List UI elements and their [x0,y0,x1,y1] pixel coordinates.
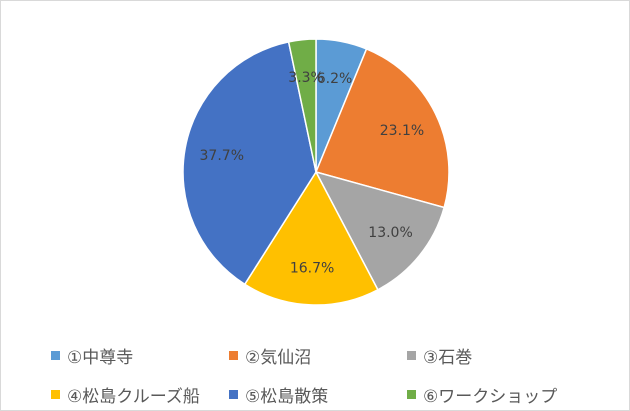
legend-swatch-5 [229,390,238,399]
pie-slice-4 [243,170,379,306]
pie-slice-5 [182,40,317,286]
legend-item-4: ④松島クルーズ船 [51,382,229,407]
pie-slice-6 [287,38,317,173]
legend-swatch-2 [229,351,238,360]
data-label-6: 3.3% [288,70,324,86]
legend: ①中尊寺 ②気仙沼 ③石巻 ④松島クルーズ船 ⑤松島散策 ⑥ワークショップ [51,343,611,407]
legend-swatch-3 [407,351,416,360]
legend-item-5: ⑤松島散策 [229,382,407,407]
legend-label-2: ②気仙沼 [245,348,312,368]
legend-label-3: ③石巻 [423,348,473,368]
legend-label-1: ①中尊寺 [67,348,134,368]
pie-slice-3 [314,170,446,291]
pie-slice-2 [314,47,450,209]
legend-swatch-4 [51,390,60,399]
data-label-1: 6.2% [317,71,353,87]
legend-item-6: ⑥ワークショップ [407,382,585,407]
legend-item-1: ①中尊寺 [51,343,229,368]
data-label-2: 23.1% [380,123,424,139]
data-label-4: 16.7% [290,261,334,277]
legend-label-6: ⑥ワークショップ [423,387,558,407]
data-label-5: 37.7% [200,148,244,164]
legend-label-4: ④松島クルーズ船 [67,387,200,407]
legend-item-3: ③石巻 [407,343,585,368]
legend-swatch-6 [407,390,416,399]
pie-chart: 6.2% 23.1% 13.0% 16.7% 37.7% 3.3% [182,38,450,306]
data-label-3: 13.0% [368,225,412,241]
legend-swatch-1 [51,351,60,360]
legend-item-2: ②気仙沼 [229,343,407,368]
legend-label-5: ⑤松島散策 [245,387,329,407]
